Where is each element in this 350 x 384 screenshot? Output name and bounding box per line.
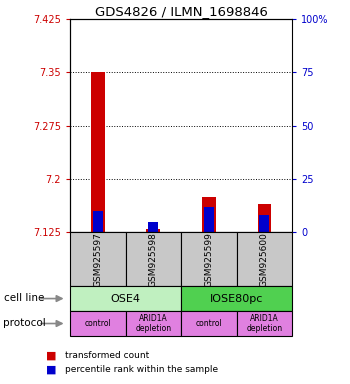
Bar [202, 197, 216, 232]
Bar [181, 232, 237, 286]
Bar [126, 232, 181, 286]
Bar [70, 311, 126, 336]
Bar [258, 204, 271, 232]
Text: OSE4: OSE4 [111, 293, 141, 304]
Bar [70, 232, 126, 286]
Bar [148, 222, 158, 232]
Bar [181, 311, 237, 336]
Text: GSM925600: GSM925600 [260, 232, 269, 286]
Text: control: control [196, 319, 222, 328]
Bar [237, 232, 292, 286]
Text: cell line: cell line [4, 293, 44, 303]
Bar [259, 215, 270, 232]
Text: GSM925598: GSM925598 [149, 232, 158, 286]
Bar [181, 286, 292, 311]
Text: IOSE80pc: IOSE80pc [210, 293, 263, 304]
Bar [146, 229, 160, 232]
Text: ARID1A
depletion: ARID1A depletion [135, 314, 172, 333]
Text: control: control [84, 319, 111, 328]
Bar [70, 286, 181, 311]
Bar [93, 211, 103, 232]
Text: ARID1A
depletion: ARID1A depletion [246, 314, 282, 333]
Bar [237, 311, 292, 336]
Text: transformed count: transformed count [65, 351, 149, 360]
Bar [91, 73, 105, 232]
Text: ■: ■ [46, 350, 56, 360]
Bar [126, 311, 181, 336]
Text: protocol: protocol [4, 318, 46, 328]
Text: GSM925597: GSM925597 [93, 232, 102, 286]
Bar [204, 207, 214, 232]
Text: ■: ■ [46, 364, 56, 374]
Text: percentile rank within the sample: percentile rank within the sample [65, 365, 218, 374]
Title: GDS4826 / ILMN_1698846: GDS4826 / ILMN_1698846 [95, 5, 267, 18]
Text: GSM925599: GSM925599 [204, 232, 214, 286]
